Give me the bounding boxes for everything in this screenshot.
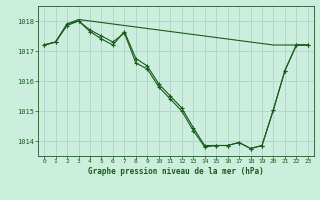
X-axis label: Graphe pression niveau de la mer (hPa): Graphe pression niveau de la mer (hPa) bbox=[88, 167, 264, 176]
